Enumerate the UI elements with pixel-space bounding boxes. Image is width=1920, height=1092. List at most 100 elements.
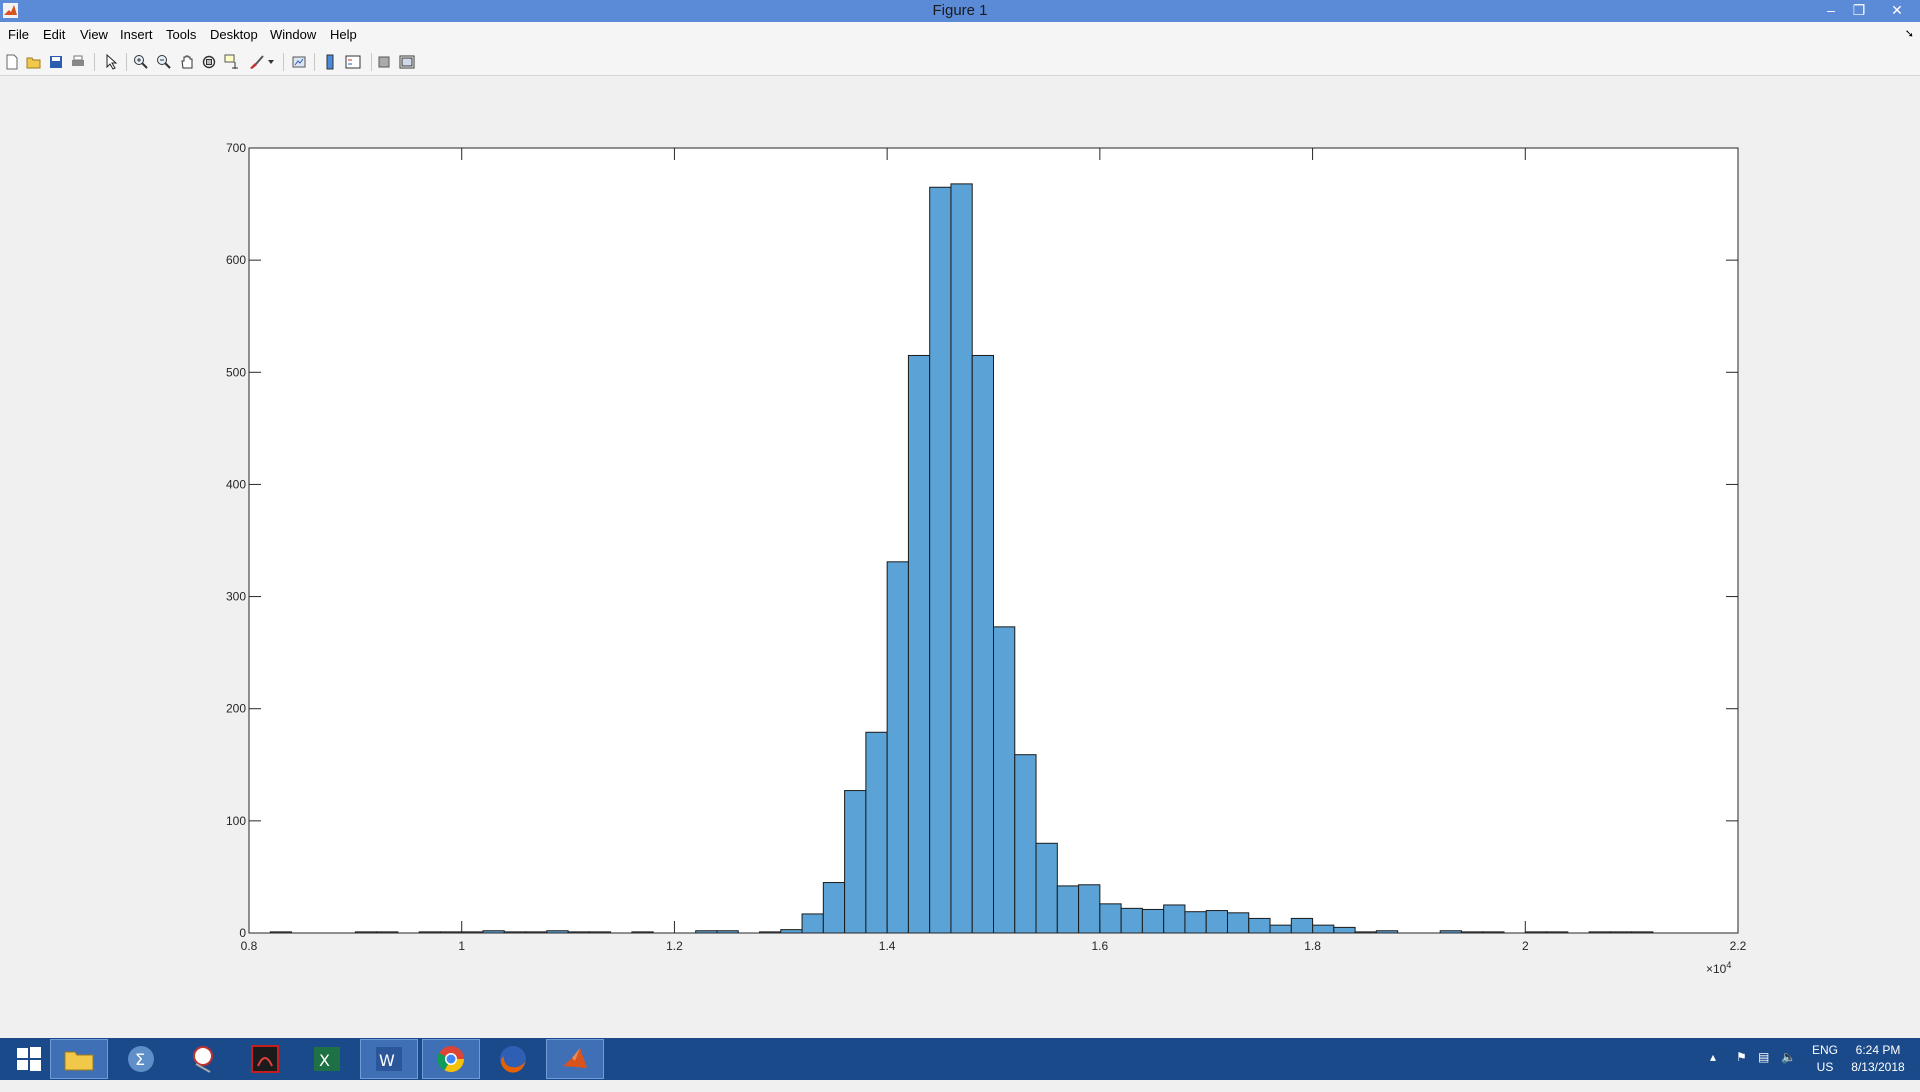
histogram-bar — [1205, 910, 1228, 934]
histogram-bar — [929, 186, 952, 934]
menu-desktop[interactable]: Desktop — [210, 27, 258, 42]
x-tick-label: 1.4 — [879, 939, 896, 953]
histogram-bar — [1163, 904, 1186, 934]
toolbar-separator — [314, 53, 315, 71]
menu-help[interactable]: Help — [330, 27, 357, 42]
open-file-icon[interactable] — [24, 52, 44, 72]
edit-plot-icon[interactable] — [101, 52, 121, 72]
histogram-bar — [1035, 842, 1058, 934]
histogram-bar — [1056, 885, 1080, 934]
matlab-icon[interactable] — [546, 1039, 604, 1079]
matlab-figure-icon — [3, 3, 18, 18]
language-indicator[interactable]: ENG US — [1812, 1042, 1838, 1076]
histogram-bar — [1120, 907, 1143, 934]
toolbar-separator — [283, 53, 284, 71]
window-title: Figure 1 — [932, 2, 988, 19]
hide-plot-tools-icon[interactable] — [374, 52, 394, 72]
axes-box — [248, 147, 1739, 934]
title-bar: Figure 1 – ❐ ✕ — [0, 0, 1920, 22]
word-icon[interactable]: W — [360, 1039, 418, 1079]
keyboard-layout: US — [1816, 1060, 1834, 1074]
histogram-bar — [971, 354, 995, 934]
svg-text:W: W — [379, 1051, 395, 1070]
insert-legend-icon[interactable] — [343, 52, 363, 72]
histogram-bar — [993, 626, 1016, 934]
x-tick-label: 1 — [458, 939, 465, 953]
histogram-bar — [886, 561, 909, 934]
histogram-bar — [1269, 924, 1292, 934]
file-explorer-icon[interactable] — [50, 1039, 108, 1079]
menu-view[interactable]: View — [80, 27, 108, 42]
histogram-bar — [1078, 884, 1101, 934]
data-cursor-icon[interactable] — [222, 52, 242, 72]
new-figure-icon[interactable] — [2, 52, 22, 72]
brush-dropdown-icon[interactable] — [266, 52, 276, 72]
y-tick-label: 700 — [226, 141, 246, 155]
firefox-icon[interactable] — [484, 1039, 542, 1079]
menu-edit[interactable]: Edit — [43, 27, 66, 42]
pan-icon[interactable] — [177, 52, 197, 72]
menu-insert[interactable]: Insert — [120, 27, 153, 42]
histogram-bar — [1184, 911, 1207, 934]
minimize-button[interactable]: – — [1827, 2, 1835, 18]
histogram-bar — [1312, 924, 1335, 934]
brush-icon[interactable] — [247, 52, 267, 72]
clock[interactable]: 6:24 PM 8/13/2018 — [1846, 1042, 1910, 1076]
histogram-chart[interactable]: 0.8 1 1.2 1.4 1.6 1.8 2 2.2 0 100 200 300 400 500 600 7… — [0, 76, 1920, 1038]
show-plot-tools-icon[interactable] — [397, 52, 417, 72]
x-tick-label: 2 — [1522, 939, 1529, 953]
y-tick-label: 500 — [226, 365, 246, 379]
save-icon[interactable] — [46, 52, 66, 72]
snipping-tool-icon[interactable] — [174, 1039, 232, 1079]
y-tick-label: 200 — [226, 702, 246, 716]
y-tick-label: 600 — [226, 253, 246, 267]
y-tick-label: 100 — [226, 814, 246, 828]
menu-bar: File Edit View Insert Tools Desktop Wind… — [0, 22, 1920, 48]
adobe-acrobat-icon[interactable] — [236, 1039, 294, 1079]
clock-date: 8/13/2018 — [1851, 1060, 1905, 1074]
dock-arrow-icon[interactable]: ➘ — [1904, 28, 1914, 40]
restore-button[interactable]: ❐ — [1852, 2, 1866, 18]
volume-icon[interactable]: 🔈 — [1781, 1050, 1796, 1064]
chrome-icon[interactable] — [422, 1039, 480, 1079]
show-hidden-icons-icon[interactable]: ▴ — [1710, 1050, 1717, 1064]
menu-file[interactable]: File — [8, 27, 29, 42]
rotate-3d-icon[interactable] — [199, 52, 219, 72]
x-tick-label: 2.2 — [1730, 939, 1747, 953]
figure-toolbar — [0, 48, 1920, 76]
excel-icon[interactable]: X — [298, 1039, 356, 1079]
svg-text:Σ: Σ — [135, 1050, 145, 1069]
histogram-bar — [1141, 908, 1165, 934]
insert-colorbar-icon[interactable] — [320, 52, 340, 72]
histogram-bar — [1226, 912, 1250, 934]
taskbar: Σ X W ▴ ⚑ ▤ 🔈 ENG US 6:24 PM 8/13/2018 — [0, 1038, 1920, 1080]
histogram-bar — [1014, 754, 1037, 934]
print-icon[interactable] — [68, 52, 88, 72]
histogram-bar — [801, 913, 824, 934]
menu-tools[interactable]: Tools — [166, 27, 197, 42]
close-button[interactable]: ✕ — [1891, 2, 1903, 18]
network-icon[interactable]: ▤ — [1758, 1050, 1770, 1064]
histogram-bar — [1290, 917, 1314, 934]
histogram-bar — [780, 929, 803, 934]
y-tick-label: 0 — [239, 926, 246, 940]
action-center-flag-icon[interactable]: ⚑ — [1736, 1050, 1747, 1064]
histogram-bar — [1333, 926, 1356, 934]
histogram-bar — [907, 354, 931, 934]
link-plot-icon[interactable] — [289, 52, 309, 72]
menu-window[interactable]: Window — [270, 27, 317, 42]
histogram-bar — [865, 731, 888, 934]
toolbar-separator — [126, 53, 127, 71]
figure-canvas[interactable]: 0.8 1 1.2 1.4 1.6 1.8 2 2.2 0 100 200 300 400 500 600 7… — [0, 76, 1920, 1038]
toolbar-separator — [371, 53, 372, 71]
x-tick-label: 1.8 — [1304, 939, 1321, 953]
zoom-in-icon[interactable] — [131, 52, 151, 72]
histogram-bar — [822, 882, 846, 934]
y-tick-label: 400 — [226, 477, 246, 491]
histogram-bar — [1099, 903, 1122, 934]
x-tick-label: 0.8 — [241, 939, 258, 953]
math-app-icon[interactable]: Σ — [112, 1039, 170, 1079]
windows-start-icon[interactable] — [0, 1039, 58, 1079]
zoom-out-icon[interactable] — [154, 52, 174, 72]
x-tick-label: 1.2 — [666, 939, 683, 953]
